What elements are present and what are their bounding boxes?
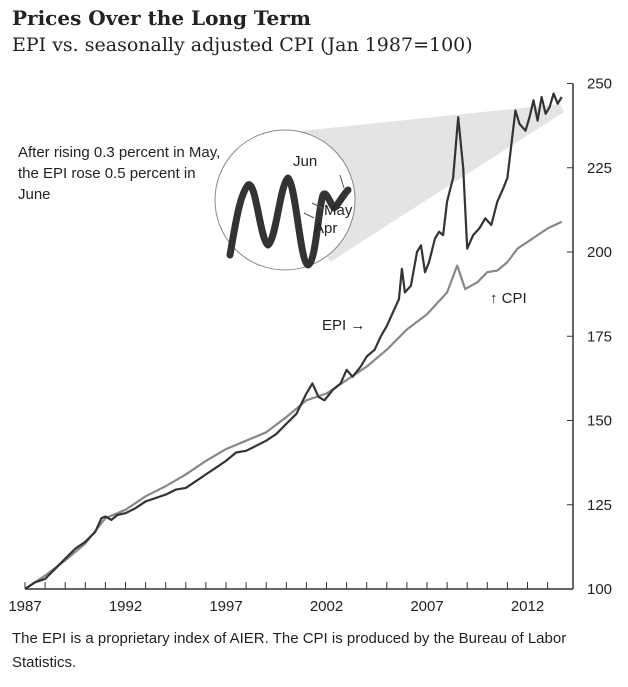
annotation: After rising 0.3 percent in May, the EPI… [18,144,221,203]
x-tick-label: 1997 [209,598,242,615]
y-tick-label: 150 [587,413,612,430]
inset-leader-jun [339,174,345,189]
inset-leader-may [311,202,323,209]
epi-series-label: EPI → [322,317,365,334]
y-tick-label: 175 [587,328,612,345]
chart-title: Prices Over the Long Term [12,6,311,30]
x-tick-label: 2002 [310,598,343,615]
inset-circle [214,129,356,271]
x-tick-label: 2007 [410,598,443,615]
x-tick-label: 1992 [109,598,142,615]
y-tick-label: 100 [587,581,612,598]
x-tick-label: 2012 [511,598,544,615]
inset-epi-line [226,174,352,269]
y-tick-label: 125 [587,497,612,514]
epi-line [24,92,563,590]
x-tick-label: 1987 [8,598,41,615]
inset-leader-apr [303,212,315,219]
y-tick-label: 200 [587,244,612,261]
cpi-series-label: ↑ CPI [490,290,527,307]
y-tick-label: 225 [587,160,612,177]
inset-label-jun: Jun [293,153,317,170]
inset-label-apr: Apr [314,220,337,237]
chart-subtitle: EPI vs. seasonally adjusted CPI (Jan 198… [12,34,473,56]
y-tick-label: 250 [587,76,612,93]
cpi-line [24,220,563,590]
footnote: The EPI is a proprietary index of AIER. … [12,630,567,671]
inset-label-may: May [324,202,353,219]
